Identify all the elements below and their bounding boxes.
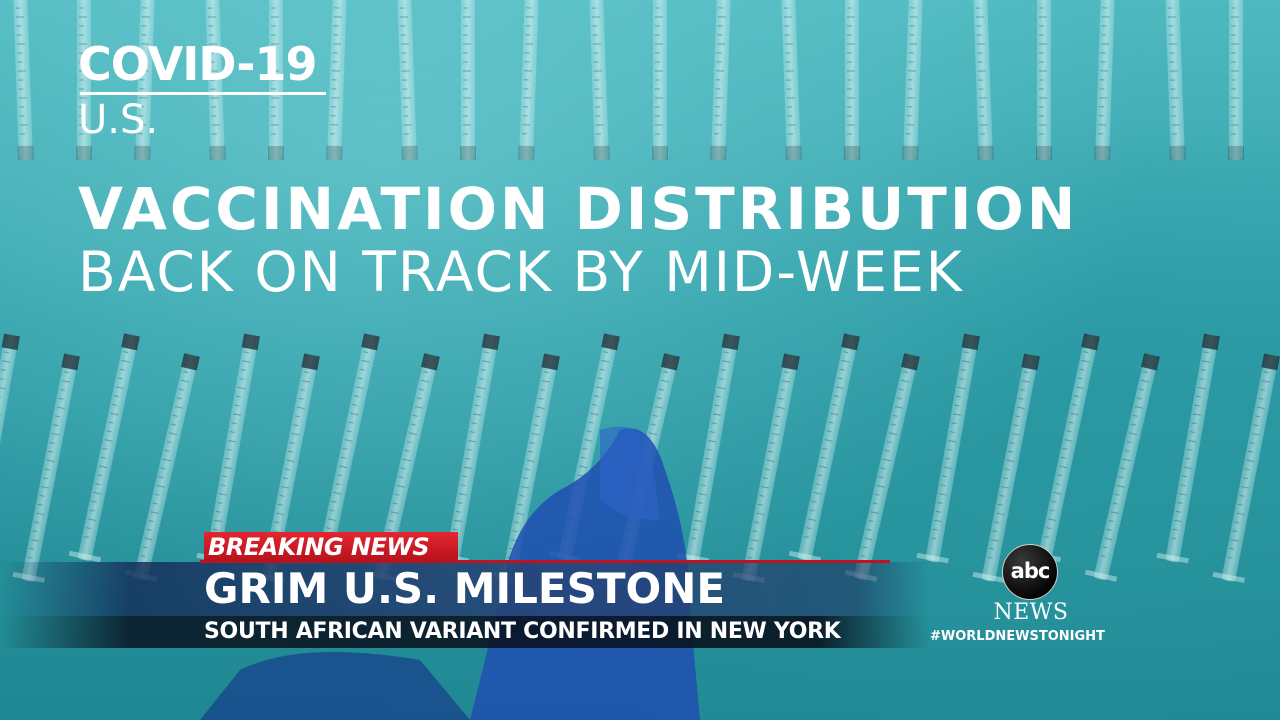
syringe-image xyxy=(68,333,140,563)
syringe-image xyxy=(1084,353,1160,582)
red-accent-line xyxy=(200,560,890,563)
syringe-image xyxy=(518,0,539,161)
headline-bar xyxy=(0,562,930,616)
syringe-image xyxy=(326,0,347,161)
graphic-headline-primary: VACCINATION DISTRIBUTION xyxy=(78,175,1079,243)
syringe-image xyxy=(460,0,476,160)
syringe-image xyxy=(134,0,155,161)
syringe-image xyxy=(1165,0,1186,161)
syringe-image xyxy=(589,0,610,161)
syringe-image xyxy=(1028,333,1100,563)
syringe-image xyxy=(268,0,284,160)
syringe-image xyxy=(1212,353,1280,583)
lower-third-banner: BREAKING NEWS GRIM U.S. MILESTONE SOUTH … xyxy=(0,530,1280,650)
syringe-image xyxy=(13,0,34,161)
syringe-image xyxy=(1036,0,1052,160)
syringe-image xyxy=(205,0,226,161)
breaking-news-label: BREAKING NEWS xyxy=(208,533,430,561)
syringe-image xyxy=(781,0,802,161)
syringe-image xyxy=(1228,0,1244,160)
syringe-image xyxy=(972,353,1040,583)
syringe-image xyxy=(1156,333,1220,564)
syringe-image xyxy=(788,333,860,563)
show-hashtag: #WORLDNEWSTONIGHT xyxy=(930,629,1105,644)
abc-news-logo-icon: abc xyxy=(1002,544,1058,600)
syringe-image xyxy=(902,0,923,161)
top-syringe-row xyxy=(13,0,1244,161)
syringe-image xyxy=(1094,0,1115,161)
covid-19-title: COVID-19 xyxy=(78,37,317,91)
country-subtitle: U.S. xyxy=(78,97,159,143)
lower-third-subheadline: SOUTH AFRICAN VARIANT CONFIRMED IN NEW Y… xyxy=(204,619,841,644)
news-wordmark: NEWS xyxy=(993,600,1069,625)
syringe-image xyxy=(973,0,994,161)
title-divider xyxy=(80,92,326,95)
syringe-image xyxy=(916,333,980,564)
subheadline-bar xyxy=(0,616,930,648)
syringe-image xyxy=(710,0,731,161)
syringe-image xyxy=(652,0,668,160)
syringe-image xyxy=(12,353,80,583)
syringe-image xyxy=(844,0,860,160)
breaking-news-badge xyxy=(204,532,458,562)
syringe-image xyxy=(76,0,92,160)
abc-logo-text: abc xyxy=(1010,559,1051,583)
graphic-headline-secondary: BACK ON TRACK BY MID-WEEK xyxy=(78,240,964,304)
syringe-image xyxy=(0,333,20,563)
syringe-image xyxy=(308,333,380,563)
lower-third-headline: GRIM U.S. MILESTONE xyxy=(204,564,726,613)
syringe-image xyxy=(397,0,418,161)
